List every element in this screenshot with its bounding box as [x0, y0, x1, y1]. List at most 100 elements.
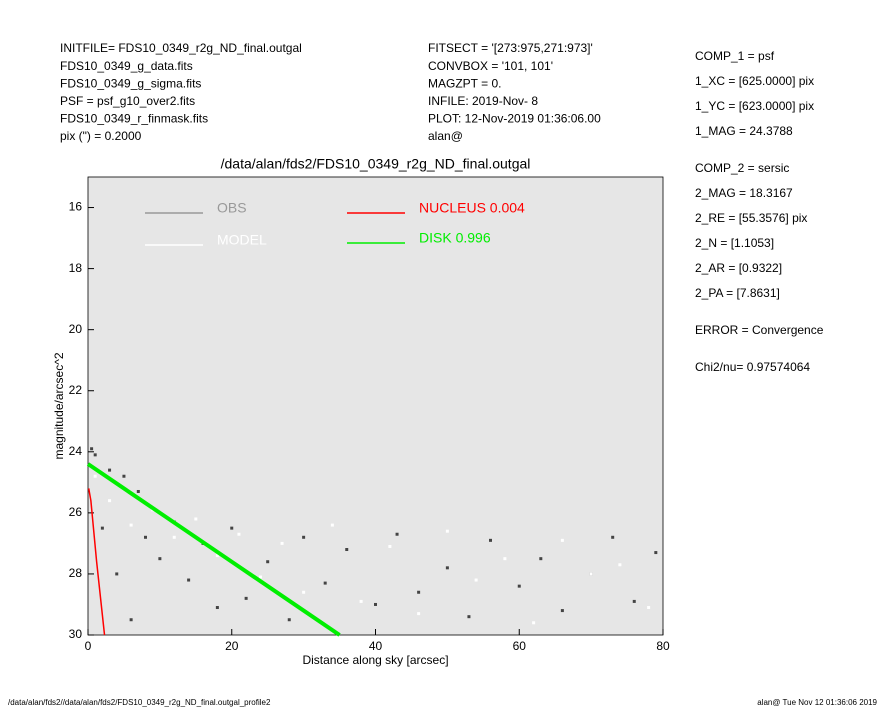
comp-line: 1_XC = [625.0000] pix — [695, 74, 814, 88]
comp-line: ERROR = Convergence — [695, 323, 824, 337]
comp-line: 1_MAG = 24.3788 — [695, 124, 793, 138]
data-point — [395, 532, 399, 536]
y-tick-label: 22 — [69, 383, 83, 397]
data-point — [560, 538, 564, 542]
header-line: PLOT: 12-Nov-2019 01:36:06.00 — [428, 112, 601, 126]
header-line: FITSECT = '[273:975,271:973]' — [428, 41, 593, 55]
footer-right: alan@ Tue Nov 12 01:36:06 2019 — [757, 698, 877, 707]
chart-title: /data/alan/fds2/FDS10_0349_r2g_ND_final.… — [221, 156, 531, 172]
data-point — [345, 548, 349, 552]
profile-band — [86, 462, 341, 637]
data-point — [388, 544, 392, 548]
data-point — [187, 578, 191, 582]
x-axis-label: Distance along sky [arcsec] — [302, 653, 448, 667]
data-point — [654, 551, 658, 555]
data-point — [323, 581, 327, 585]
data-point — [237, 532, 241, 536]
header-line: CONVBOX = '101, 101' — [428, 59, 553, 73]
comp-line: 2_AR = [0.9322] — [695, 261, 782, 275]
data-point — [417, 590, 421, 594]
y-tick-label: 30 — [69, 627, 83, 641]
data-point — [129, 523, 133, 527]
data-point — [230, 526, 234, 530]
y-axis-label: magnitude/arcsec^2 — [52, 352, 66, 459]
data-point — [215, 554, 219, 558]
data-point — [560, 609, 564, 613]
comp-line: 2_RE = [55.3576] pix — [695, 211, 807, 225]
data-point — [647, 606, 651, 610]
data-point — [93, 474, 97, 478]
data-point — [632, 599, 636, 603]
legend-label: DISK 0.996 — [419, 230, 491, 246]
data-point — [244, 596, 248, 600]
data-point — [302, 535, 306, 539]
data-point — [194, 517, 198, 521]
comp-line: COMP_1 = psf — [695, 49, 775, 63]
data-point — [467, 615, 471, 619]
data-point — [136, 489, 140, 493]
data-point — [517, 584, 521, 588]
data-point — [108, 468, 112, 472]
data-point — [532, 621, 536, 625]
y-tick-label: 26 — [69, 505, 83, 519]
data-point — [445, 529, 449, 533]
y-tick-label: 28 — [69, 566, 83, 580]
legend-label: MODEL — [217, 232, 267, 248]
data-point — [90, 447, 94, 451]
data-point — [474, 578, 478, 582]
header-line: FDS10_0349_g_sigma.fits — [60, 76, 201, 90]
data-point — [330, 523, 334, 527]
data-point — [266, 560, 270, 564]
data-point — [158, 557, 162, 561]
header-line: pix (") = 0.2000 — [60, 129, 142, 143]
data-point — [115, 572, 119, 576]
comp-line: Chi2/nu= 0.97574064 — [695, 360, 810, 374]
y-tick-label: 18 — [69, 261, 83, 275]
x-tick-label: 60 — [513, 639, 527, 653]
data-point — [280, 541, 284, 545]
header-line: PSF = psf_g10_over2.fits — [60, 94, 195, 108]
comp-line: 2_N = [1.1053] — [695, 236, 774, 250]
data-point — [359, 599, 363, 603]
comp-line: 1_YC = [623.0000] pix — [695, 99, 814, 113]
data-point — [302, 590, 306, 594]
data-point — [503, 557, 507, 561]
data-point — [445, 566, 449, 570]
data-point — [589, 572, 593, 576]
data-point — [287, 618, 291, 622]
data-point — [417, 612, 421, 616]
data-point — [122, 474, 126, 478]
data-point — [144, 535, 147, 539]
header-line: MAGZPT = 0. — [428, 76, 501, 90]
data-point — [108, 499, 112, 503]
legend-label: NUCLEUS 0.004 — [419, 200, 525, 216]
footer-left: /data/alan/fds2//data/alan/fds2/FDS10_03… — [8, 698, 271, 707]
data-point — [374, 602, 377, 606]
header-line: INITFILE= FDS10_0349_r2g_ND_final.outgal — [60, 41, 302, 55]
y-tick-label: 24 — [69, 444, 83, 458]
comp-line: 2_PA = [7.8631] — [695, 286, 780, 300]
data-point — [259, 575, 262, 579]
data-point — [172, 535, 176, 539]
comp-line: COMP_2 = sersic — [695, 161, 789, 175]
comp-line: 2_MAG = 18.3167 — [695, 186, 793, 200]
data-point — [611, 535, 615, 539]
x-tick-label: 20 — [225, 639, 239, 653]
header-line: INFILE: 2019-Nov- 8 — [428, 94, 538, 108]
profile-line — [87, 488, 106, 636]
data-point — [489, 538, 492, 542]
y-tick-label: 16 — [69, 200, 83, 214]
data-point — [215, 606, 219, 610]
data-point — [539, 557, 543, 561]
x-tick-label: 40 — [369, 639, 383, 653]
x-tick-label: 0 — [85, 639, 92, 653]
header-line: FDS10_0349_g_data.fits — [60, 59, 193, 73]
plot-area — [87, 176, 664, 636]
data-point — [618, 563, 622, 567]
header-line: alan@ — [428, 129, 463, 143]
header-line: FDS10_0349_r_finmask.fits — [60, 112, 208, 126]
data-point — [93, 453, 97, 457]
data-point — [100, 526, 104, 530]
legend-label: OBS — [217, 200, 247, 216]
